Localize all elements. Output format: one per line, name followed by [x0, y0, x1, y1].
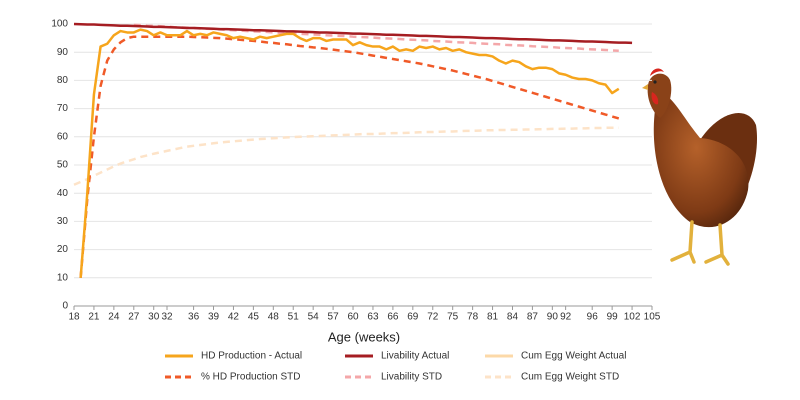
legend-label: Cum Egg Weight STD — [521, 372, 619, 383]
series-line — [73, 126, 619, 186]
legend-label: % HD Production STD — [201, 372, 300, 383]
legend-label: HD Production - Actual — [201, 351, 302, 362]
x-tick-label: 54 — [308, 312, 320, 323]
x-tick-label: 45 — [248, 312, 260, 323]
x-tick-label: 81 — [487, 312, 499, 323]
x-tick-label: 60 — [347, 312, 359, 323]
y-tick-label: 0 — [62, 301, 68, 312]
x-tick-label: 51 — [288, 312, 300, 323]
x-tick-label: 96 — [587, 312, 599, 323]
y-tick-label: 20 — [57, 244, 69, 255]
y-tick-label: 40 — [57, 188, 69, 199]
legend-label: Livability Actual — [381, 351, 449, 362]
x-tick-label: 66 — [387, 312, 399, 323]
x-tick-label: 84 — [507, 312, 519, 323]
x-tick-label: 63 — [367, 312, 379, 323]
x-tick-label: 36 — [188, 312, 200, 323]
x-tick-label: 99 — [607, 312, 619, 323]
x-tick-label: 92 — [560, 312, 572, 323]
series-line — [73, 22, 633, 45]
y-tick-label: 80 — [57, 75, 69, 86]
hen-illustration — [642, 68, 758, 266]
series-line — [79, 35, 620, 278]
y-tick-label: 90 — [57, 47, 69, 58]
x-tick-label: 105 — [644, 312, 661, 323]
x-tick-label: 30 — [148, 312, 160, 323]
x-tick-label: 69 — [407, 312, 419, 323]
x-tick-label: 27 — [128, 312, 140, 323]
x-tick-label: 78 — [467, 312, 479, 323]
x-tick-label: 48 — [268, 312, 280, 323]
x-tick-label: 87 — [527, 312, 539, 323]
y-tick-label: 10 — [57, 272, 69, 283]
y-tick-label: 30 — [57, 216, 69, 227]
x-tick-label: 39 — [208, 312, 220, 323]
x-tick-label: 21 — [88, 312, 100, 323]
x-tick-label: 42 — [228, 312, 240, 323]
series-line — [133, 23, 619, 53]
x-tick-label: 75 — [447, 312, 459, 323]
y-tick-label: 50 — [57, 160, 69, 171]
x-tick-label: 24 — [108, 312, 120, 323]
y-tick-label: 70 — [57, 103, 69, 114]
x-tick-label: 102 — [624, 312, 641, 323]
x-tick-label: 72 — [427, 312, 439, 323]
legend-label: Livability STD — [381, 372, 442, 383]
series-line — [79, 28, 620, 278]
x-tick-label: 90 — [547, 312, 559, 323]
x-axis-label: Age (weeks) — [328, 329, 400, 344]
x-tick-label: 57 — [328, 312, 340, 323]
y-tick-label: 100 — [51, 19, 68, 30]
legend-label: Cum Egg Weight Actual — [521, 351, 626, 362]
x-tick-label: 32 — [161, 312, 173, 323]
y-tick-label: 60 — [57, 131, 69, 142]
x-tick-label: 18 — [68, 312, 80, 323]
